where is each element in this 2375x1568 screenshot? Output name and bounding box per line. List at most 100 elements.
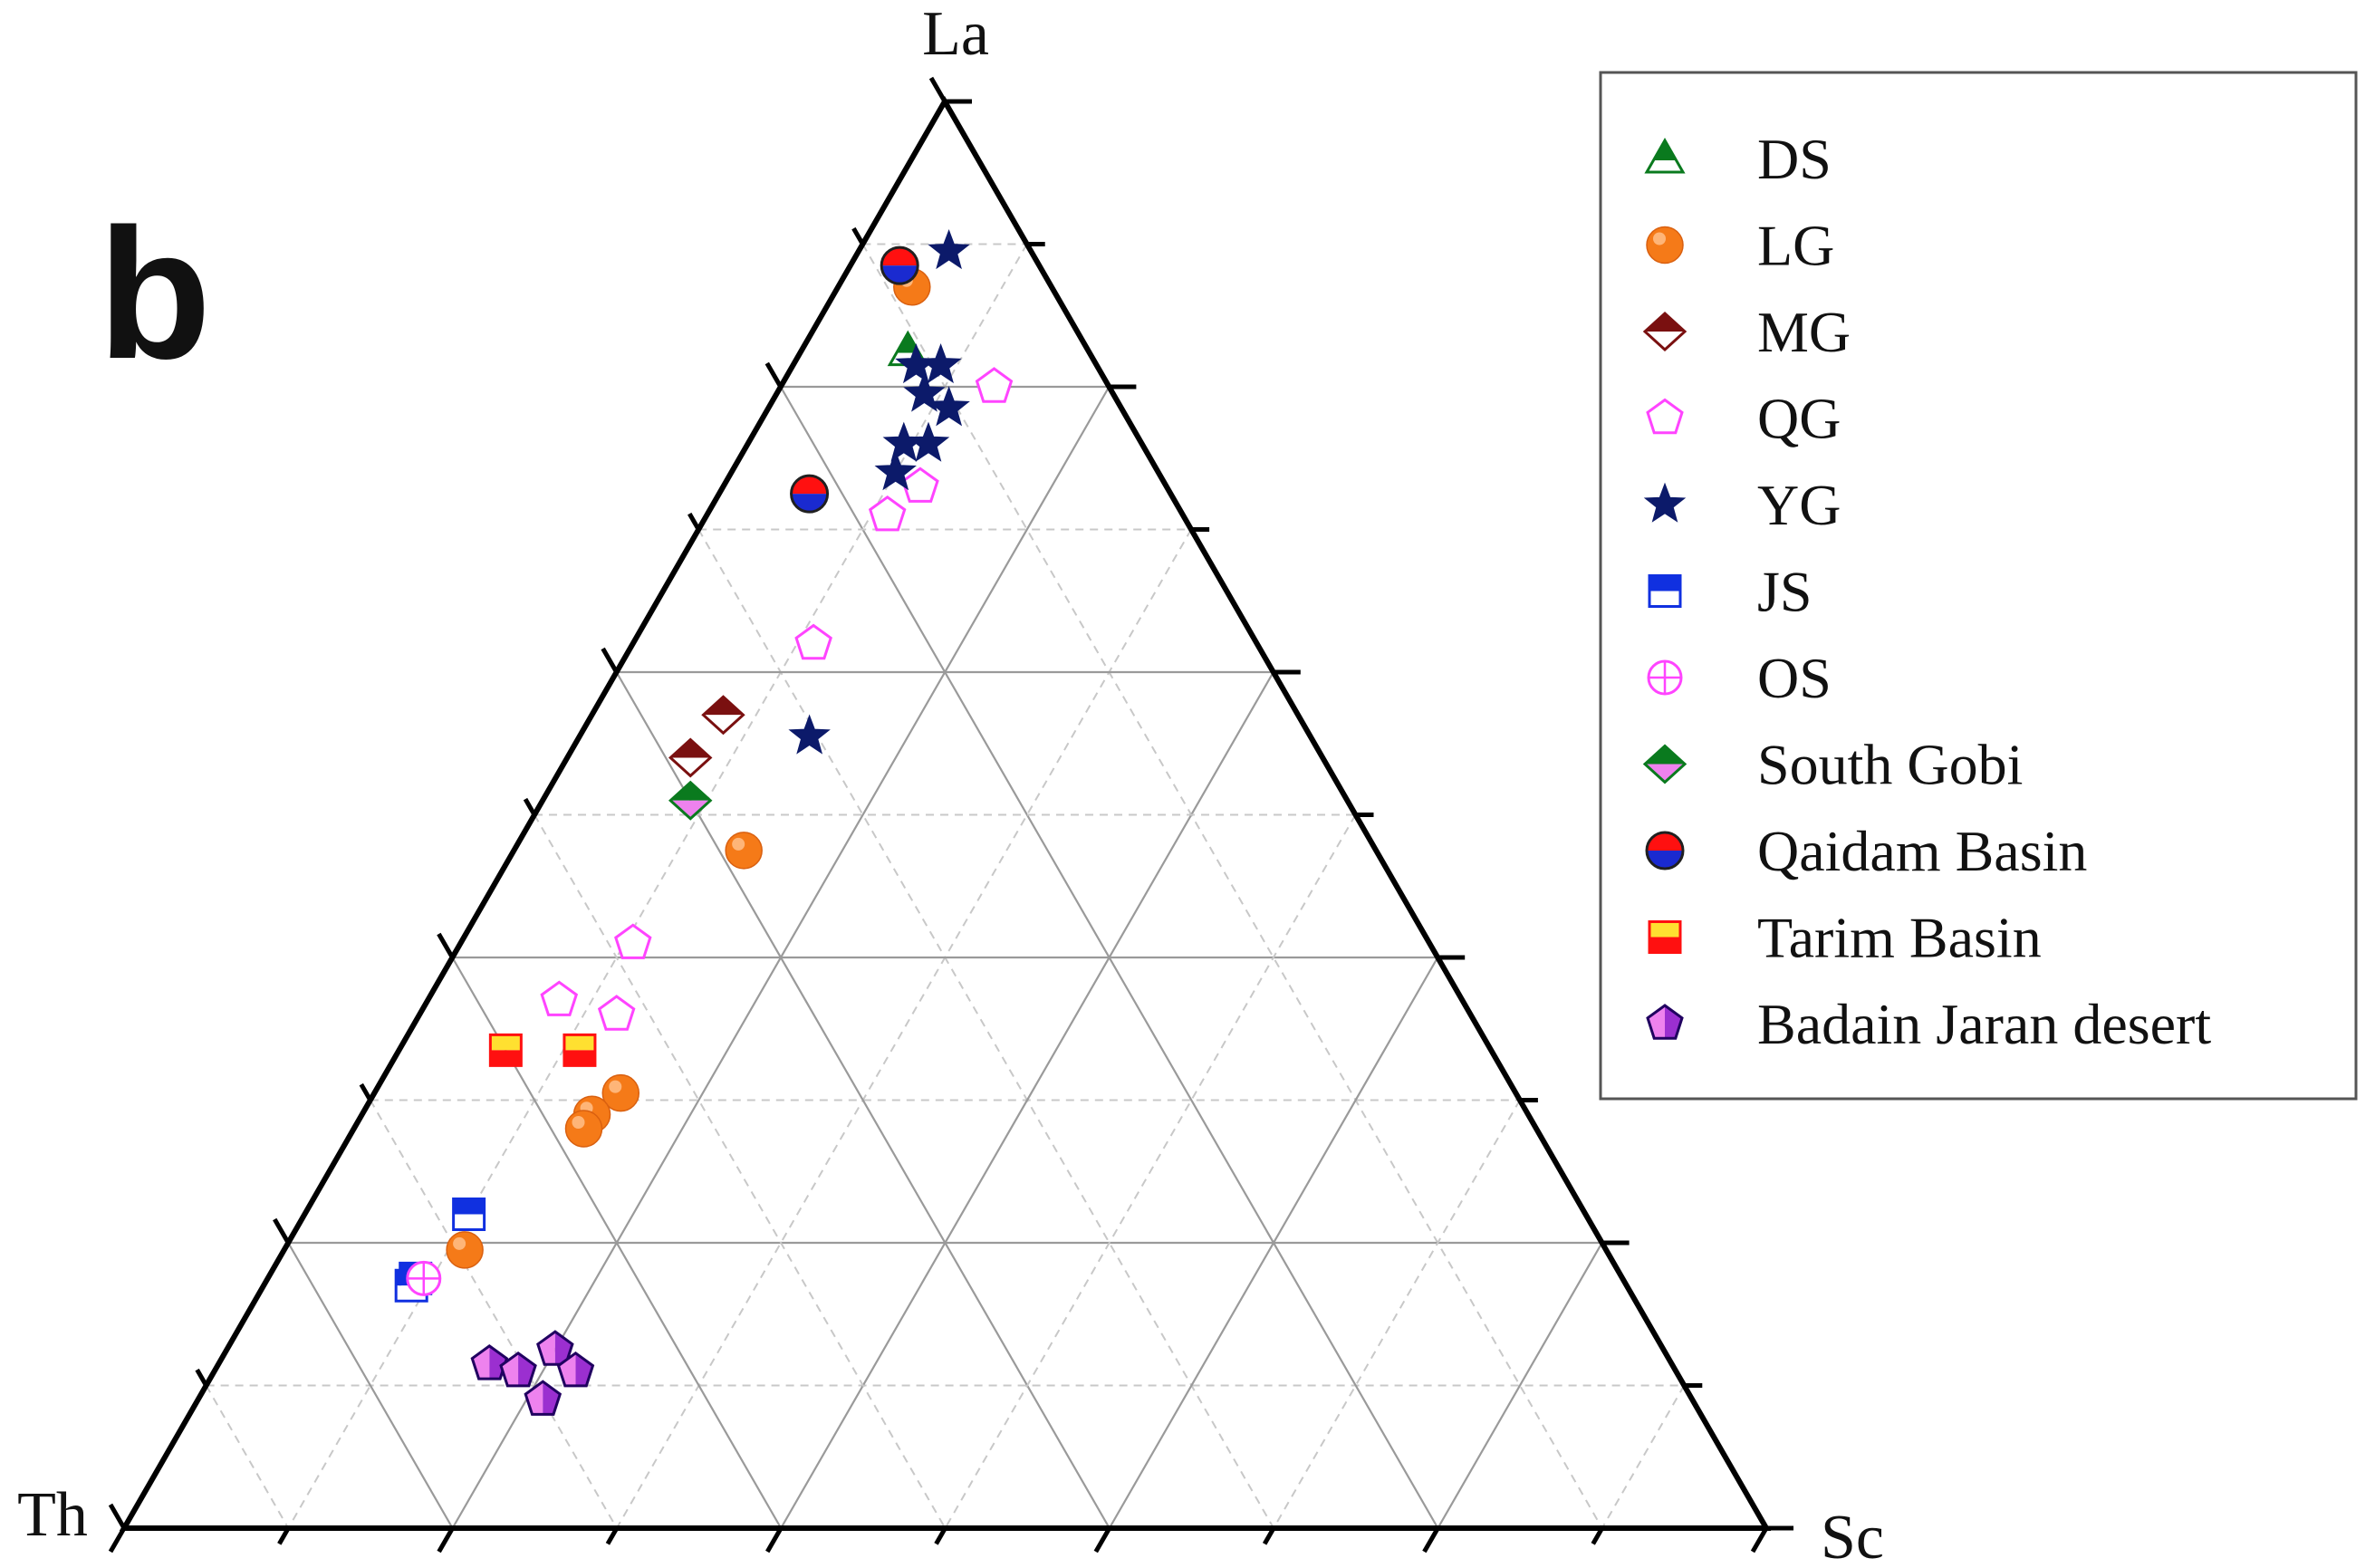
data-point-qg xyxy=(901,467,939,503)
tick-left-edge xyxy=(928,76,947,103)
grid-line-th xyxy=(861,244,1603,1529)
tick-bottom-edge xyxy=(765,1526,784,1554)
grid-line-th xyxy=(205,1385,290,1529)
data-point-lg xyxy=(564,1110,603,1148)
data-point-badain-jaran-desert xyxy=(470,1344,509,1380)
tick-bottom-edge xyxy=(605,1526,620,1545)
legend-item-ds: DS xyxy=(1644,127,1832,191)
tick-left-edge xyxy=(195,1368,208,1387)
tick-bottom-edge xyxy=(1750,1526,1769,1554)
legend-label-js: JS xyxy=(1757,560,1812,624)
legend-marker-tarim-basin xyxy=(1648,920,1682,954)
legend-label-badain-jaran-desert: Badain Jaran desert xyxy=(1757,992,2211,1056)
legend-marker-qg xyxy=(1646,398,1684,435)
legend-marker-qaidam-basin xyxy=(1645,831,1685,871)
grid-line-sc xyxy=(1273,1100,1521,1529)
data-point-yg xyxy=(907,421,950,462)
legend-label-lg: LG xyxy=(1757,214,1834,278)
grid-line-sc xyxy=(287,244,1028,1529)
data-point-tarim-basin xyxy=(562,1033,597,1067)
vertex-label-left: Th xyxy=(17,1480,88,1550)
legend-marker-mg xyxy=(1642,311,1688,352)
data-point-badain-jaran-desert xyxy=(499,1351,537,1388)
tick-bottom-edge xyxy=(1093,1526,1111,1554)
legend-item-qg: QG xyxy=(1646,387,1841,451)
legend-label-os: OS xyxy=(1757,646,1832,710)
grid-line-sc xyxy=(1437,1242,1603,1529)
data-point-yg xyxy=(928,228,970,270)
tick-bottom-edge xyxy=(1422,1526,1440,1554)
legend-marker-os xyxy=(1647,659,1683,696)
ternary-grid xyxy=(205,243,1686,1529)
legend-marker-south-gobi xyxy=(1642,744,1688,784)
tick-left-edge xyxy=(851,226,865,245)
legend-item-os: OS xyxy=(1647,646,1832,710)
data-point-lg xyxy=(601,1073,640,1112)
vertex-label-top: La xyxy=(922,0,989,69)
tick-left-edge xyxy=(437,932,455,959)
data-point-yg xyxy=(903,371,946,412)
legend-item-js: JS xyxy=(1648,560,1812,624)
grid-line-th xyxy=(369,1100,618,1529)
legend-label-mg: MG xyxy=(1757,300,1851,364)
data-point-qg xyxy=(597,995,636,1031)
tick-bottom-edge xyxy=(277,1526,291,1545)
data-point-yg xyxy=(928,386,970,427)
legend-item-yg: YG xyxy=(1643,473,1841,537)
grid-line-sc xyxy=(1601,1385,1686,1529)
legend-label-tarim-basin: Tarim Basin xyxy=(1757,906,2042,970)
ternary-ticks xyxy=(108,76,1793,1554)
data-point-yg xyxy=(919,342,962,384)
data-point-badain-jaran-desert xyxy=(524,1380,562,1416)
legend-label-yg: YG xyxy=(1757,473,1841,537)
legend-label-ds: DS xyxy=(1757,127,1832,191)
legend: DS LG MG QG YG JS OS South Gobi Qaidam Basin Tari… xyxy=(1599,71,2358,1101)
legend-marker-badain-jaran-desert xyxy=(1646,1004,1684,1040)
data-point-lg xyxy=(446,1231,484,1269)
legend-item-badain-jaran-desert: Badain Jaran desert xyxy=(1646,992,2211,1056)
legend-marker-ds xyxy=(1644,137,1686,174)
data-point-lg xyxy=(725,832,763,870)
data-point-qg xyxy=(794,623,832,660)
grid-line-th xyxy=(287,1242,454,1529)
legend-label-qaidam-basin: Qaidam Basin xyxy=(1757,819,2087,883)
data-point-mg xyxy=(701,695,745,736)
tick-left-edge xyxy=(359,1082,372,1101)
grid-line-sc xyxy=(1108,957,1439,1529)
legend-item-mg: MG xyxy=(1642,300,1851,364)
data-point-qaidam-basin xyxy=(790,474,830,514)
legend-item-lg: LG xyxy=(1646,214,1834,278)
data-point-mg xyxy=(668,737,713,778)
tick-left-edge xyxy=(523,797,537,816)
grid-line-sc xyxy=(944,814,1357,1529)
legend-marker-yg xyxy=(1643,482,1687,523)
data-point-qaidam-basin xyxy=(880,245,919,285)
data-point-qg xyxy=(975,367,1014,403)
data-point-tarim-basin xyxy=(488,1033,523,1067)
tick-left-edge xyxy=(688,512,701,531)
data-point-qg xyxy=(614,923,652,959)
legend-item-tarim-basin: Tarim Basin xyxy=(1648,906,2042,970)
data-point-yg xyxy=(788,714,831,755)
grid-line-th xyxy=(697,529,1274,1529)
grid-line-sc xyxy=(616,529,1192,1529)
grid-line-th xyxy=(534,814,947,1529)
legend-box xyxy=(1599,71,2358,1101)
legend-label-south-gobi: South Gobi xyxy=(1757,733,2023,797)
legend-item-qaidam-basin: Qaidam Basin xyxy=(1645,819,2087,883)
data-point-qg xyxy=(540,980,579,1016)
tick-bottom-edge xyxy=(1262,1526,1276,1545)
data-point-south-gobi xyxy=(668,780,713,821)
data-point-qg xyxy=(868,495,907,532)
data-point-badain-jaran-desert xyxy=(556,1351,595,1388)
legend-marker-lg xyxy=(1646,226,1684,265)
data-point-js xyxy=(452,1198,486,1231)
legend-label-qg: QG xyxy=(1757,387,1841,451)
data-points xyxy=(394,228,1014,1416)
data-point-os xyxy=(406,1260,442,1296)
tick-left-edge xyxy=(601,647,619,674)
data-point-badain-jaran-desert xyxy=(536,1330,574,1366)
legend-marker-js xyxy=(1648,574,1682,608)
panel-label: b xyxy=(98,190,211,398)
